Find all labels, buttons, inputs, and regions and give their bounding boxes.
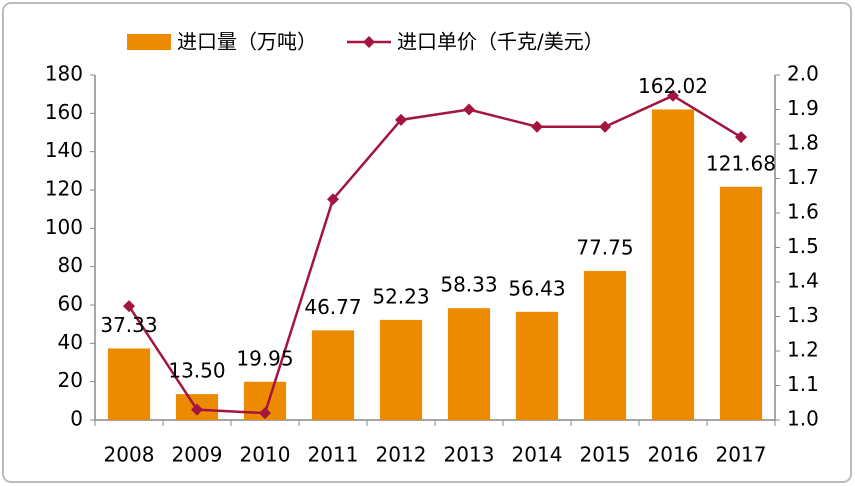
y-tick-label: 100 [45,215,83,239]
value-label: 19.95 [236,346,293,370]
y2-tick-label: 1.1 [787,372,819,396]
value-label: 56.43 [508,276,565,300]
x-tick-label: 2013 [444,443,495,467]
x-tick-label: 2015 [580,443,631,467]
line-marker [395,113,407,126]
x-tick-label: 2008 [104,443,155,467]
line-marker [599,120,611,133]
value-label: 46.77 [304,295,361,319]
y-tick-label: 80 [58,253,83,277]
y-tick-label: 140 [45,138,83,162]
line-marker [667,89,679,102]
legend-label: 进口单价（千克/美元） [397,30,604,54]
y-tick-label: 120 [45,177,83,201]
y2-tick-label: 2.0 [787,62,819,86]
x-tick-label: 2014 [512,443,563,467]
y-tick-label: 40 [58,330,83,354]
line-marker [463,103,475,116]
legend-label: 进口量（万吨） [177,30,317,54]
bar [583,270,627,420]
y-tick-label: 0 [70,407,83,431]
y2-tick-label: 1.3 [787,303,819,327]
line-marker [123,300,135,313]
y2-tick-label: 1.2 [787,338,819,362]
y2-tick-label: 1.4 [787,269,819,293]
y-tick-label: 20 [58,368,83,392]
value-label: 58.33 [440,273,497,297]
legend-marker [363,36,375,48]
x-tick-label: 2009 [172,443,223,467]
bar [719,186,763,420]
value-label: 162.02 [638,74,708,98]
line-marker [259,407,271,420]
value-label: 77.75 [576,235,633,259]
line [127,94,742,415]
y2-tick-label: 1.5 [787,234,819,258]
bar [515,311,559,420]
y-tick-label: 180 [45,62,83,86]
x-tick-label: 2012 [376,443,427,467]
bar [311,330,355,420]
x-tick-label: 2016 [648,443,699,467]
y2-tick-label: 1.0 [787,407,819,431]
legend-swatch [127,34,171,50]
y2-tick-label: 1.6 [787,200,819,224]
x-tick-label: 2017 [716,443,767,467]
x-tick-label: 2010 [240,443,291,467]
bar [447,308,491,420]
y2-tick-label: 1.8 [787,131,819,155]
value-label: 13.50 [168,359,225,383]
y2-tick-label: 1.9 [787,96,819,120]
value-label: 121.68 [706,151,776,175]
value-label: 37.33 [100,313,157,337]
y-tick-label: 60 [58,292,83,316]
line-marker [735,131,747,144]
bar [651,109,695,420]
bar [107,348,151,420]
x-tick-label: 2011 [308,443,359,467]
y2-tick-label: 1.7 [787,165,819,189]
value-label: 52.23 [372,284,429,308]
line-marker [191,403,203,416]
line-marker [531,120,543,133]
bar [379,319,423,420]
y-tick-label: 160 [45,100,83,124]
line-marker [327,193,339,206]
